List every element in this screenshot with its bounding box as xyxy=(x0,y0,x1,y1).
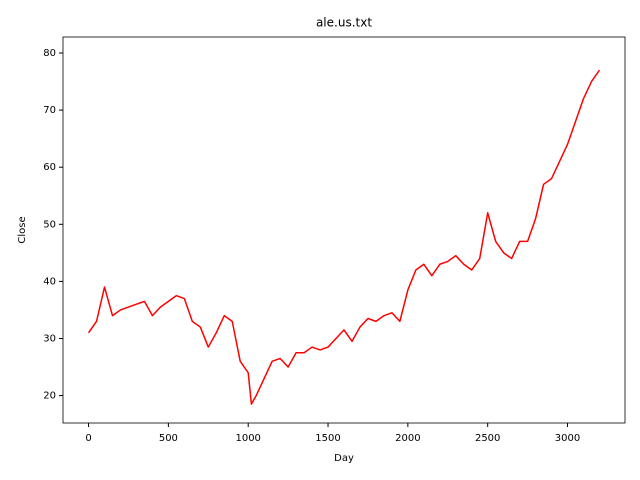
chart-title: ale.us.txt xyxy=(316,16,372,30)
plot-frame xyxy=(62,36,626,424)
x-tick-label: 3000 xyxy=(555,433,580,444)
y-axis-label: Close xyxy=(17,216,28,243)
x-tick-label: 1000 xyxy=(235,433,260,444)
y-tick-label: 60 xyxy=(43,162,56,173)
line-series xyxy=(87,69,601,405)
y-tick-label: 70 xyxy=(43,105,56,116)
y-tick-label: 50 xyxy=(43,219,56,230)
y-tick-label: 40 xyxy=(43,276,56,287)
x-tick-label: 2500 xyxy=(475,433,500,444)
y-tick-label: 20 xyxy=(43,391,56,402)
x-tick-label: 0 xyxy=(85,433,91,444)
x-tick-label: 500 xyxy=(159,433,178,444)
x-tick-label: 2000 xyxy=(395,433,420,444)
x-axis-label: Day xyxy=(334,453,354,464)
y-tick-label: 30 xyxy=(43,333,56,344)
x-tick-label: 1500 xyxy=(315,433,340,444)
y-tick-label: 80 xyxy=(43,48,56,59)
